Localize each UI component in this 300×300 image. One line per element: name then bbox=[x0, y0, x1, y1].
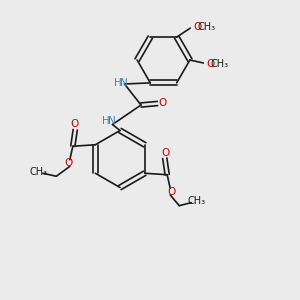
Text: CH₃: CH₃ bbox=[211, 59, 229, 69]
Text: O: O bbox=[159, 98, 167, 109]
Text: O: O bbox=[207, 59, 215, 69]
Text: O: O bbox=[64, 158, 72, 168]
Text: N: N bbox=[108, 116, 116, 126]
Text: H: H bbox=[102, 116, 110, 126]
Text: O: O bbox=[70, 119, 78, 129]
Text: CH₃: CH₃ bbox=[29, 167, 47, 177]
Text: H: H bbox=[114, 77, 122, 88]
Text: O: O bbox=[194, 22, 202, 32]
Text: CH₃: CH₃ bbox=[198, 22, 216, 32]
Text: O: O bbox=[162, 148, 170, 158]
Text: O: O bbox=[168, 187, 176, 197]
Text: CH₃: CH₃ bbox=[188, 196, 206, 206]
Text: N: N bbox=[120, 77, 128, 88]
